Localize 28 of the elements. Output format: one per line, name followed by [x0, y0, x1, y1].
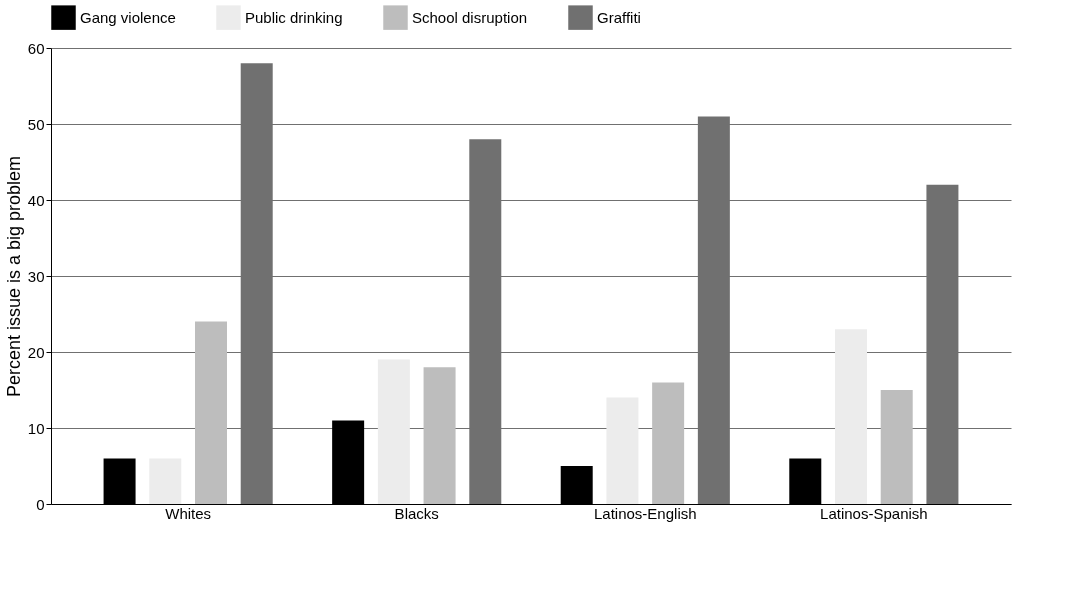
y-tick-label: 10: [27, 419, 45, 437]
bar: [149, 458, 182, 504]
y-tick-label: 50: [27, 115, 45, 133]
y-tick-label: 40: [27, 191, 45, 209]
legend-label: Gang violence: [80, 8, 176, 26]
bar: [606, 397, 639, 504]
bar: [652, 382, 685, 504]
x-tick-label: Latinos-Spanish: [820, 504, 928, 522]
bar: [697, 116, 730, 504]
y-tick-label: 60: [27, 39, 45, 57]
legend-label: School disruption: [412, 8, 528, 26]
bar: [377, 359, 410, 504]
y-tick-label: 0: [36, 495, 45, 513]
x-tick-label: Whites: [165, 504, 212, 522]
bar: [195, 321, 227, 504]
y-tick-label: 20: [27, 343, 45, 361]
legend-label: Graffiti: [597, 8, 641, 26]
bar: [926, 184, 959, 504]
y-axis-title: Percent issue is a big problem: [3, 155, 24, 398]
bar: [240, 63, 273, 504]
bar: [469, 139, 502, 504]
legend-label: Public drinking: [245, 8, 343, 26]
y-tick-label: 30: [27, 267, 45, 285]
bar: [880, 390, 913, 504]
bar: [423, 367, 456, 504]
x-tick-label: Blacks: [394, 504, 439, 522]
x-tick-label: Latinos-English: [594, 504, 697, 522]
bar: [835, 329, 867, 504]
